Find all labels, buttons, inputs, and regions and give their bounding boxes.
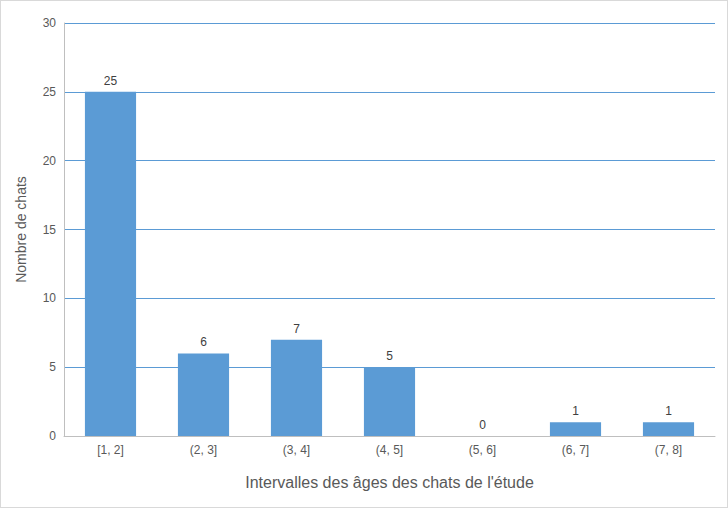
- svg-text:5: 5: [386, 349, 393, 363]
- svg-text:(3, 4]: (3, 4]: [283, 443, 310, 457]
- svg-text:Intervalles des âges des chats: Intervalles des âges des chats de l'étud…: [245, 474, 534, 491]
- svg-text:(6, 7]: (6, 7]: [562, 443, 589, 457]
- svg-text:0: 0: [49, 429, 56, 443]
- svg-text:6: 6: [200, 335, 207, 349]
- svg-text:(2, 3]: (2, 3]: [190, 443, 217, 457]
- svg-text:(5, 6]: (5, 6]: [469, 443, 496, 457]
- svg-text:5: 5: [49, 360, 56, 374]
- svg-text:25: 25: [104, 74, 118, 88]
- svg-text:10: 10: [43, 291, 57, 305]
- svg-text:25: 25: [43, 85, 57, 99]
- svg-text:1: 1: [665, 404, 672, 418]
- svg-text:20: 20: [43, 154, 57, 168]
- svg-text:Nombre de chats: Nombre de chats: [13, 176, 29, 283]
- svg-text:1: 1: [572, 404, 579, 418]
- svg-text:(7, 8]: (7, 8]: [655, 443, 682, 457]
- svg-text:15: 15: [43, 223, 57, 237]
- svg-text:[1, 2]: [1, 2]: [97, 443, 124, 457]
- svg-text:30: 30: [43, 16, 57, 30]
- svg-text:7: 7: [293, 322, 300, 336]
- svg-text:0: 0: [479, 418, 486, 432]
- svg-text:(4, 5]: (4, 5]: [376, 443, 403, 457]
